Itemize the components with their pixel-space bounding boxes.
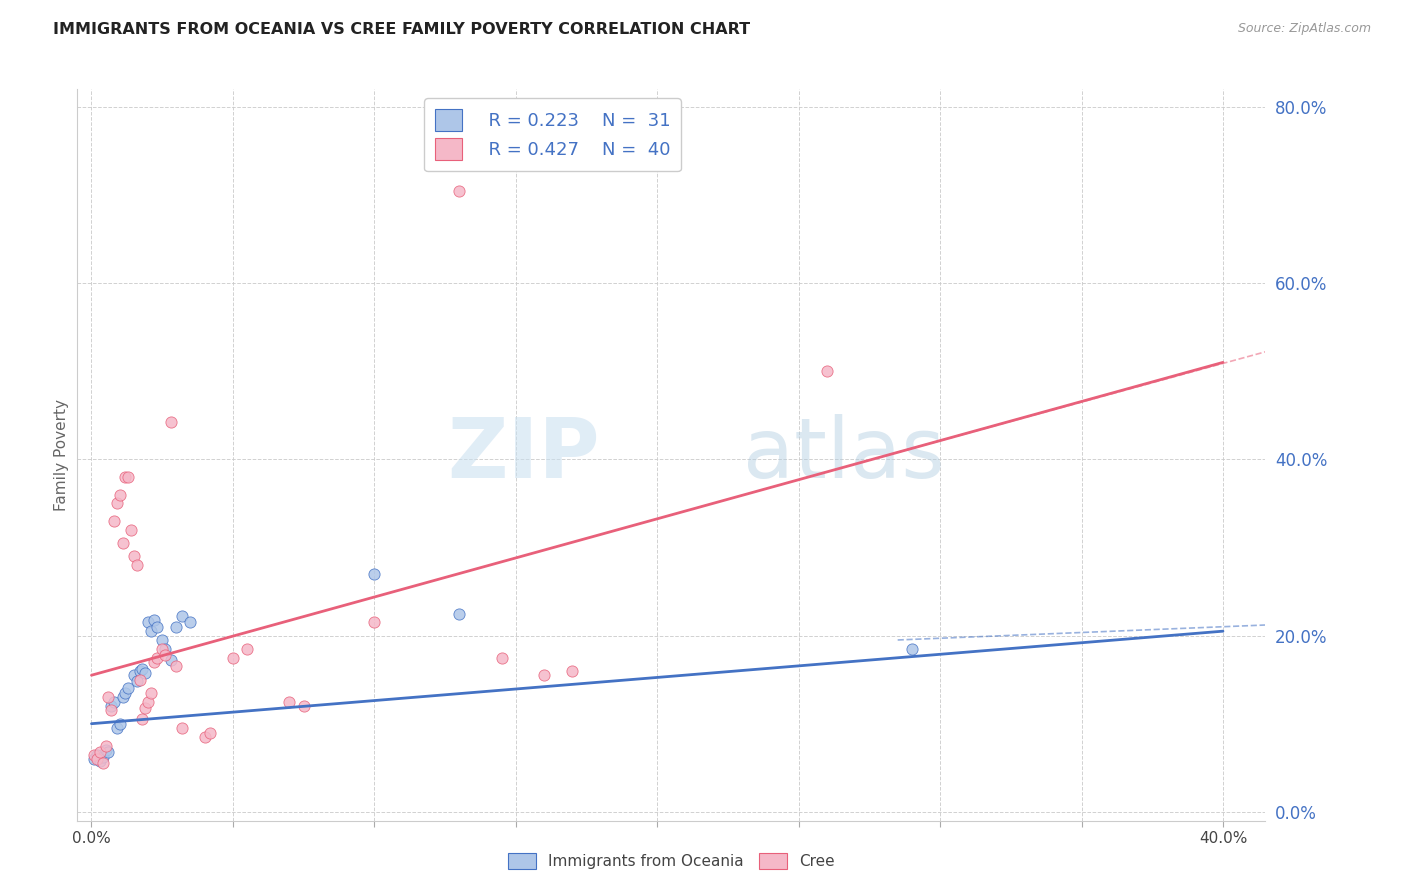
Point xyxy=(153,648,176,662)
Point xyxy=(142,613,165,627)
Point xyxy=(100,704,122,718)
Point xyxy=(108,716,131,731)
Point xyxy=(91,756,114,771)
Point xyxy=(139,686,162,700)
Point xyxy=(114,686,136,700)
Point xyxy=(145,620,167,634)
Point xyxy=(131,662,153,676)
Point xyxy=(363,615,385,630)
Text: atlas: atlas xyxy=(742,415,945,495)
Point xyxy=(122,549,145,564)
Point xyxy=(89,754,111,768)
Point xyxy=(142,655,165,669)
Point xyxy=(194,730,217,744)
Point xyxy=(278,695,301,709)
Point xyxy=(165,620,187,634)
Legend: Immigrants from Oceania, Cree: Immigrants from Oceania, Cree xyxy=(502,847,841,875)
Point xyxy=(86,747,108,762)
Point xyxy=(114,470,136,484)
Point xyxy=(83,747,105,762)
Point xyxy=(83,752,105,766)
Y-axis label: Family Poverty: Family Poverty xyxy=(53,399,69,511)
Point xyxy=(125,558,148,572)
Point xyxy=(97,745,120,759)
Point xyxy=(179,615,201,630)
Point xyxy=(120,523,142,537)
Point xyxy=(111,536,134,550)
Point xyxy=(122,668,145,682)
Point xyxy=(128,664,150,678)
Point xyxy=(108,487,131,501)
Point xyxy=(150,632,173,647)
Point xyxy=(134,701,156,715)
Point xyxy=(815,364,838,378)
Point xyxy=(200,725,222,739)
Point xyxy=(363,566,385,581)
Point xyxy=(103,514,125,528)
Point xyxy=(170,609,193,624)
Point xyxy=(449,184,471,198)
Point xyxy=(86,752,108,766)
Point xyxy=(91,750,114,764)
Point xyxy=(103,695,125,709)
Point xyxy=(117,681,139,696)
Point xyxy=(491,650,513,665)
Text: IMMIGRANTS FROM OCEANIA VS CREE FAMILY POVERTY CORRELATION CHART: IMMIGRANTS FROM OCEANIA VS CREE FAMILY P… xyxy=(53,22,751,37)
Point xyxy=(145,650,167,665)
Text: ZIP: ZIP xyxy=(447,415,600,495)
Point xyxy=(94,743,117,757)
Point xyxy=(561,664,583,678)
Point xyxy=(150,641,173,656)
Point xyxy=(97,690,120,705)
Point xyxy=(236,641,259,656)
Point xyxy=(128,673,150,687)
Point xyxy=(89,745,111,759)
Point xyxy=(131,712,153,726)
Point xyxy=(134,665,156,680)
Point xyxy=(125,674,148,689)
Point xyxy=(159,653,181,667)
Point xyxy=(292,699,315,714)
Point xyxy=(139,624,162,639)
Point xyxy=(111,690,134,705)
Point xyxy=(170,721,193,735)
Point xyxy=(105,496,128,510)
Point xyxy=(533,668,555,682)
Point xyxy=(117,470,139,484)
Point xyxy=(136,695,159,709)
Point xyxy=(159,415,181,429)
Point xyxy=(105,721,128,735)
Point xyxy=(100,699,122,714)
Point xyxy=(153,641,176,656)
Point xyxy=(94,739,117,753)
Point xyxy=(901,641,924,656)
Point xyxy=(136,615,159,630)
Point xyxy=(165,659,187,673)
Text: Source: ZipAtlas.com: Source: ZipAtlas.com xyxy=(1237,22,1371,36)
Point xyxy=(222,650,245,665)
Point xyxy=(449,607,471,621)
